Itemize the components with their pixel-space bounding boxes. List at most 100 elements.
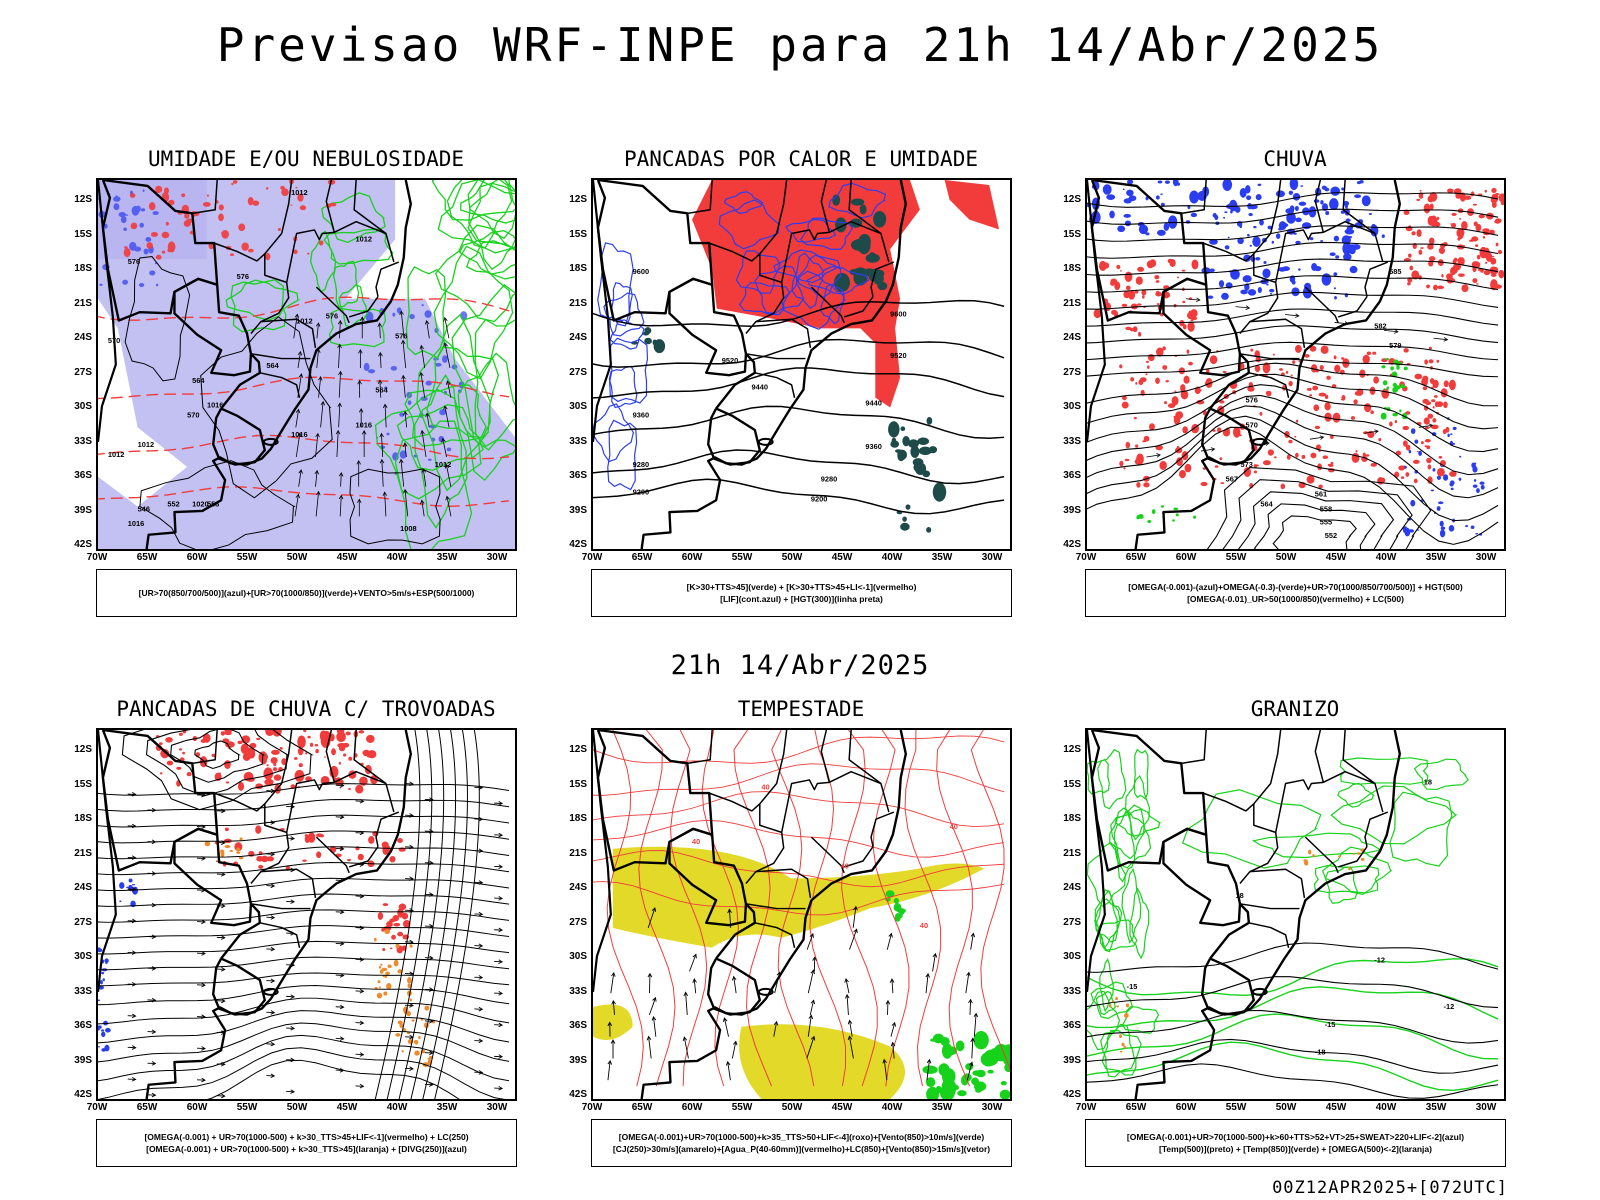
thickness-red-cell	[218, 213, 224, 222]
state-border	[250, 903, 311, 910]
omega-red-cell	[1424, 438, 1431, 443]
water-contour-h	[593, 881, 1005, 916]
streamline-arrow	[494, 896, 504, 901]
wind-vector-shaft	[318, 376, 322, 398]
lon-tick-label: 60W	[186, 1102, 208, 1113]
thickness-red-cell	[295, 186, 298, 189]
omega-red-cell	[1214, 465, 1219, 468]
streamline-arrow-shaft	[1384, 329, 1398, 333]
streamline-arrow-head	[498, 927, 504, 933]
omega500-orange-cell	[1312, 854, 1315, 858]
wind-vector-shaft	[404, 411, 408, 428]
omega-blue-cell	[1247, 202, 1253, 210]
lagoa-mirim	[757, 437, 774, 446]
humidity-green-contour	[457, 352, 515, 482]
unstable-red-coast-cell	[392, 914, 400, 922]
unstable-red-cell	[271, 749, 280, 755]
omega-blue-south-cell	[1249, 244, 1252, 247]
water-contour	[841, 730, 878, 1087]
streamline-arrow-head	[221, 903, 226, 909]
contour-label: 9520	[722, 356, 738, 365]
wind-vector	[379, 432, 384, 458]
streamline-arrow-head	[151, 997, 157, 1003]
thickness-red-cell	[297, 193, 304, 202]
omega-blue-cell	[1331, 202, 1336, 206]
contour-label: 579	[1389, 341, 1401, 350]
unstable-green-cell	[850, 198, 865, 206]
wind-vector-head	[358, 349, 363, 354]
wind-vector-shaft	[683, 1037, 689, 1059]
lif-contour	[718, 199, 781, 250]
wind-vector-head	[809, 933, 814, 938]
lat-tick-label: 24S	[569, 332, 587, 343]
wind-vector-head	[611, 971, 616, 977]
streamline-arrow-head	[498, 990, 504, 996]
unstable-red-coast-cell	[382, 947, 386, 952]
lon-tick-label: 60W	[1175, 1102, 1197, 1113]
humidity-blue-cell	[421, 304, 424, 307]
contour-label: 567	[1226, 475, 1238, 484]
lon-tick-label: 60W	[186, 552, 208, 563]
wind-vector	[890, 1021, 897, 1037]
state-border	[745, 903, 806, 910]
unstable-red-cell	[371, 750, 376, 756]
map-panel-umidade: 1012 1012 1012 1016 1016 1012 1012 1016 1012 1016…	[96, 178, 517, 551]
streamline-arrow	[127, 1076, 137, 1082]
thickness-red-cell	[124, 246, 128, 249]
wind-vector-head	[357, 379, 362, 385]
lif-contours	[593, 182, 887, 491]
lon-tick-label: 35W	[1425, 1102, 1447, 1113]
streamline-arrow-head	[131, 823, 137, 829]
lat-tick-label: 18S	[1063, 813, 1081, 824]
streamline-arrow-head	[270, 851, 276, 857]
omega-red-ne-cell	[1461, 284, 1469, 293]
streamline-arrow-head	[359, 1052, 365, 1057]
streamline-arrow	[1235, 305, 1251, 310]
streamline-arrow	[355, 893, 365, 899]
divergence-blue-cell	[98, 1046, 101, 1048]
humidity-green-contour	[467, 180, 515, 251]
omega-blue-cell	[1230, 210, 1233, 214]
paraguay-border	[668, 827, 748, 927]
omega-blue-cell	[1247, 190, 1250, 192]
omega-red-cell	[1405, 444, 1411, 451]
wind-vector-head	[882, 1058, 887, 1064]
wind-vector	[357, 498, 362, 517]
omega-red-ne-cell	[1491, 201, 1497, 208]
wind-vector-head	[379, 432, 384, 438]
omega-blue-cell	[1155, 195, 1160, 200]
lat-tick-label: 33S	[569, 435, 587, 447]
contour-label: 576	[395, 331, 407, 340]
unstable-red-coast-cell	[389, 947, 393, 950]
omega-blue-se-cell	[1432, 468, 1436, 472]
wind-vector	[773, 1020, 779, 1037]
unstable-red-cell	[165, 737, 173, 743]
streamline-arrow-head	[201, 824, 206, 830]
temp850-contour	[1413, 758, 1469, 791]
omega-red-cell	[1272, 353, 1275, 356]
humidity-blue-cell	[399, 450, 407, 459]
omega-blue-cell	[1190, 212, 1198, 218]
state-border	[213, 242, 266, 262]
wind850-green-cell	[975, 1069, 986, 1078]
omega-red-cell	[1216, 427, 1222, 433]
streamline-arrow	[266, 915, 276, 920]
wind-vector-head	[337, 402, 342, 408]
contour-label: 561	[1315, 490, 1327, 499]
humidity-blue-cell	[427, 458, 432, 461]
contour-label: 1012	[291, 188, 307, 197]
wind-vector-head	[692, 953, 697, 959]
omega-blue-south-cell	[1224, 245, 1230, 250]
lif-contour	[800, 217, 854, 250]
omega-red-ne-cell	[1428, 256, 1436, 262]
omega-blue-cell	[1368, 213, 1372, 216]
wind-vector-shaft	[444, 317, 450, 339]
unstable-green	[832, 194, 888, 292]
hgt500-contour	[1087, 405, 1499, 499]
omega-green-sw-cell	[1175, 513, 1179, 517]
humidity-green-contours	[225, 180, 515, 549]
omega-blue-cell	[1300, 185, 1304, 187]
omega-red-ne-cell	[1441, 273, 1444, 278]
lat-tick-label: 21S	[74, 297, 92, 309]
